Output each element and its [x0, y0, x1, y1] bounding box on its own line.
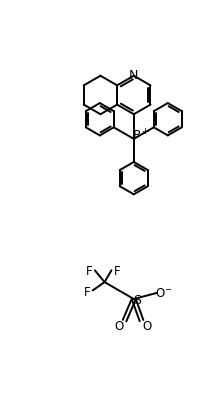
Text: F: F — [84, 285, 91, 298]
Text: F: F — [114, 264, 120, 277]
Text: N: N — [129, 69, 138, 82]
Text: S: S — [133, 293, 141, 306]
Text: O: O — [114, 320, 124, 333]
Text: O: O — [142, 320, 151, 333]
Text: F: F — [86, 264, 93, 277]
Text: P$^+$: P$^+$ — [132, 128, 150, 143]
Text: O$^{-}$: O$^{-}$ — [155, 287, 173, 300]
